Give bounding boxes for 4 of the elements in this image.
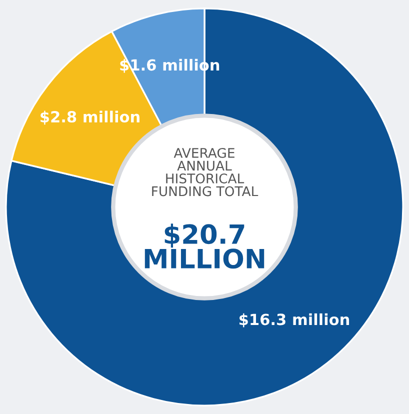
- text: $20.7 MILLION: [144, 224, 264, 269]
- data-label: $16.3 million: [240, 313, 349, 328]
- data-label: $2.8 million: [40, 110, 140, 125]
- text: AVERAGE ANNUAL HISTORICAL FUNDING TOTAL: [152, 148, 258, 196]
